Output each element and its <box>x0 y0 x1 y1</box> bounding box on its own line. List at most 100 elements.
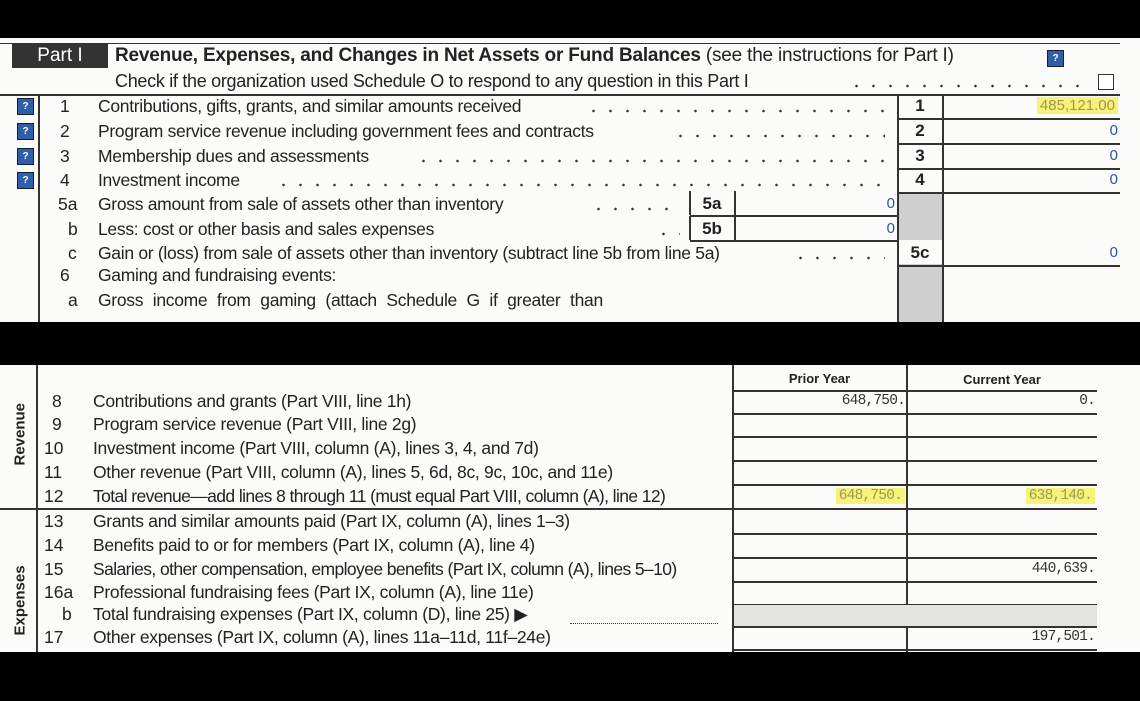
part-title: Revenue, Expenses, and Changes in Net As… <box>115 45 954 67</box>
divider <box>689 191 691 215</box>
divider <box>732 413 1097 415</box>
help-icon[interactable]: ? <box>1047 50 1064 67</box>
divider <box>942 94 944 322</box>
line-box-label: 2 <box>915 121 925 140</box>
line-number: a <box>68 290 78 310</box>
side-label-revenue: Revenue <box>11 402 29 466</box>
line-value[interactable]: 0 <box>942 169 1118 191</box>
dot-leader <box>672 134 885 138</box>
line-value[interactable]: 485,121.00 <box>942 95 1118 117</box>
line-label: Other revenue (Part VIII, column (A), li… <box>93 462 613 482</box>
divider <box>36 508 732 510</box>
divider <box>689 216 691 240</box>
cell-value: 197,501. <box>1031 629 1096 645</box>
cell-value: 0. <box>1079 393 1096 409</box>
part1-panel: Part I Revenue, Expenses, and Changes in… <box>0 38 1140 322</box>
shaded-cell <box>898 192 942 240</box>
cell-value: 638,140. <box>1025 488 1095 504</box>
line-label: Grants and similar amounts paid (Part IX… <box>93 511 570 531</box>
line-value-text: 0 <box>1109 122 1118 139</box>
subline-box-label: 5b <box>702 219 722 238</box>
shaded-cell <box>734 605 1097 627</box>
help-icon[interactable]: ? <box>17 172 34 189</box>
line-number: 2 <box>60 121 70 141</box>
line-number: 5a <box>58 194 78 214</box>
divider <box>898 168 1120 170</box>
cell-current[interactable]: 440,639. <box>907 558 1096 580</box>
subline-value[interactable]: 0 <box>886 195 895 212</box>
line-box-label: 1 <box>915 96 925 115</box>
help-icon[interactable]: ? <box>17 148 34 165</box>
divider <box>732 390 1097 392</box>
line-box-label: 3 <box>915 146 925 165</box>
line-label: Less: cost or other basis and sales expe… <box>98 219 435 239</box>
part-label: Part I <box>12 44 108 68</box>
divider <box>0 43 1120 44</box>
dot-leader <box>792 256 885 260</box>
line-value[interactable]: 0 <box>942 145 1118 167</box>
cell-value: 648,750. <box>841 393 906 409</box>
cell-current[interactable]: 638,140. <box>907 485 1095 507</box>
part-title-bold: Revenue, Expenses, and Changes in Net As… <box>115 45 701 66</box>
cell-current[interactable]: 197,501. <box>907 626 1096 648</box>
divider <box>732 626 1097 628</box>
shaded-cell <box>898 264 942 322</box>
col-header-current-year: Current Year <box>963 372 1041 387</box>
summary-panel: Revenue Expenses Prior Year Current Year… <box>0 365 1140 652</box>
schedule-o-checkbox[interactable] <box>1098 74 1114 90</box>
help-icon[interactable]: ? <box>17 98 34 115</box>
line-label: Total revenue—add lines 8 through 11 (mu… <box>93 486 666 506</box>
line-number: 15 <box>44 559 64 579</box>
divider <box>898 192 1120 194</box>
line-number: 6 <box>60 265 70 285</box>
divider <box>0 508 36 510</box>
dot-leader <box>585 109 885 113</box>
subline-value[interactable]: 0 <box>886 220 895 237</box>
line-label: Total fundraising expenses (Part IX, col… <box>93 604 528 624</box>
dot-leader <box>415 159 885 163</box>
line-label: Gain or (loss) from sale of assets other… <box>98 243 720 263</box>
divider <box>690 240 897 242</box>
cell-prior[interactable]: 648,750. <box>733 485 905 507</box>
line-label: Investment income <box>98 170 240 190</box>
line-number: 17 <box>44 627 64 647</box>
line-number: 8 <box>52 391 62 411</box>
help-icon[interactable]: ? <box>17 123 34 140</box>
line-value[interactable]: 0 <box>942 242 1118 264</box>
divider <box>898 118 1120 120</box>
line-value-text: 0 <box>1109 244 1118 261</box>
line-number: 1 <box>60 96 70 116</box>
line-label: Contributions, gifts, grants, and simila… <box>98 96 522 116</box>
line-value-text: 0 <box>1109 171 1118 188</box>
line-number: 16a <box>44 582 74 602</box>
divider <box>897 94 899 322</box>
line-label: Contributions and grants (Part VIII, lin… <box>93 391 412 411</box>
line-label: Program service revenue (Part VIII, line… <box>93 414 417 434</box>
line-value-text: 0 <box>1109 147 1118 164</box>
line-number: 4 <box>60 170 70 190</box>
line-number: 10 <box>44 438 64 458</box>
line-box-label: 5c <box>910 243 930 262</box>
line-number: 11 <box>44 462 63 482</box>
line-number: 13 <box>44 511 64 531</box>
cell-current[interactable]: 0. <box>907 390 1096 412</box>
divider <box>732 581 1097 583</box>
divider <box>732 484 1097 486</box>
line-number: 9 <box>52 414 62 434</box>
side-label-expenses: Expenses <box>11 565 29 636</box>
part-title-rest: (see the instructions for Part I) <box>705 45 954 66</box>
divider <box>0 94 1120 96</box>
line-label: Professional fundraising fees (Part IX, … <box>93 582 534 602</box>
divider <box>732 649 1097 651</box>
line-value[interactable]: 0 <box>942 120 1118 142</box>
line-number: 12 <box>44 486 64 506</box>
line-label: Gross income from gaming (attach Schedul… <box>98 290 603 310</box>
line-number: b <box>62 604 72 624</box>
fill-line <box>570 623 718 625</box>
divider <box>732 508 1097 510</box>
divider <box>898 265 1120 267</box>
divider <box>732 557 1097 559</box>
divider <box>734 191 736 215</box>
cell-prior[interactable]: 648,750. <box>733 390 906 412</box>
cell-value: 648,750. <box>835 488 905 504</box>
